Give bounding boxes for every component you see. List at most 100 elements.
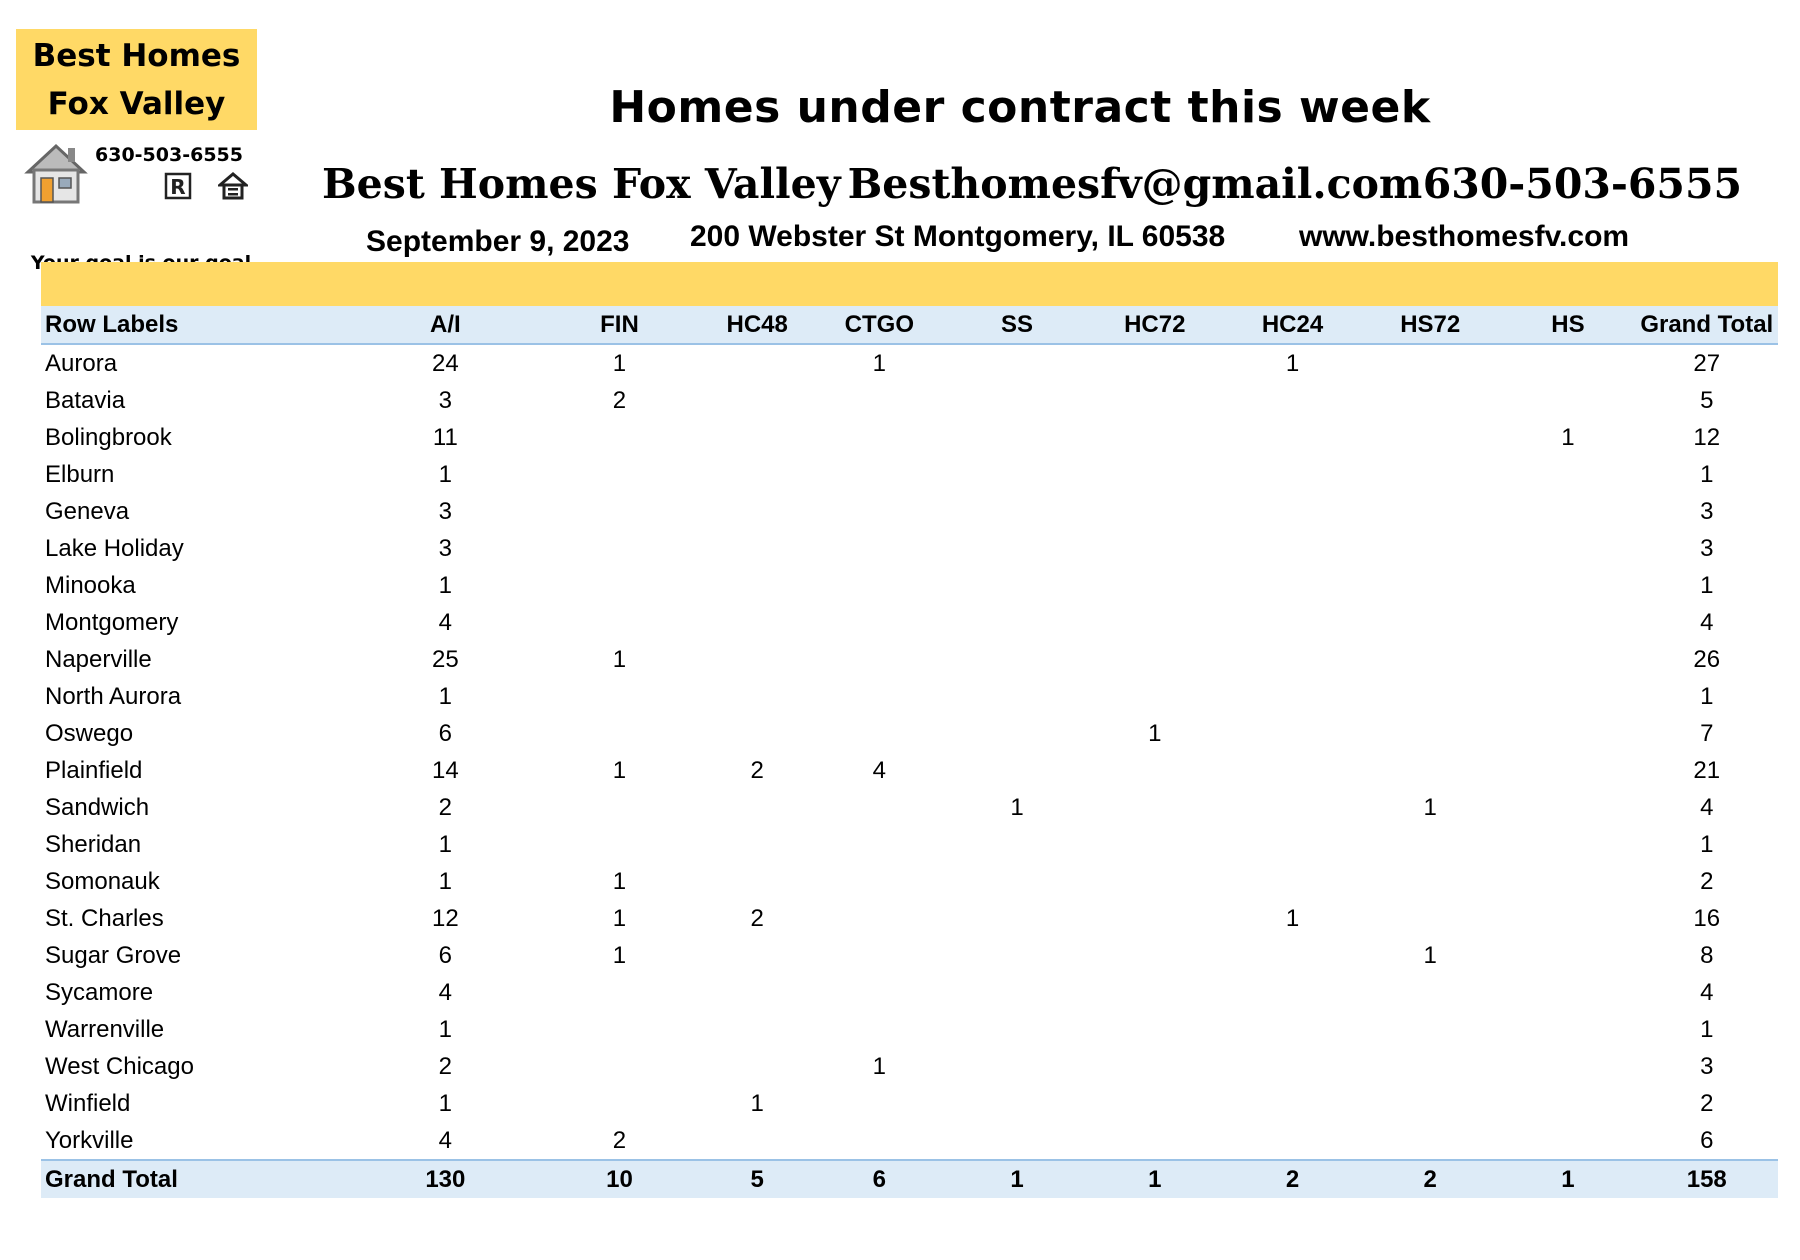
value-cell xyxy=(949,604,1084,641)
value-cell: 3 xyxy=(1700,1052,1714,1080)
table-row: Winfield 1 1 2 xyxy=(41,1085,1778,1122)
value-cell xyxy=(949,382,1084,419)
value-cell: 14 xyxy=(432,756,459,784)
column-header: HS xyxy=(1500,306,1636,345)
value-cell: 11 xyxy=(432,423,458,451)
value-cell xyxy=(1085,344,1225,382)
value-cell: 1 xyxy=(872,349,886,377)
total-cell: 2 xyxy=(1360,1159,1501,1198)
column-header: HC24 xyxy=(1224,306,1361,345)
value-cell xyxy=(1360,530,1500,567)
value-cell xyxy=(809,678,949,715)
value-cell: 1 xyxy=(438,867,453,895)
column-header: Row Labels xyxy=(41,306,357,345)
value-cell xyxy=(1225,1048,1360,1085)
table-row: Lake Holiday 3 3 xyxy=(41,530,1778,567)
value-cell xyxy=(809,826,949,863)
value-cell: 27 xyxy=(1693,349,1721,377)
value-cell xyxy=(1360,863,1500,900)
value-cell: 1 xyxy=(612,756,627,784)
value-cell xyxy=(705,604,809,641)
value-cell xyxy=(1360,715,1500,752)
value-cell xyxy=(949,344,1084,382)
row-label-cell: Geneva xyxy=(45,497,130,525)
value-cell xyxy=(809,456,949,493)
value-cell: 2 xyxy=(438,793,453,821)
value-cell xyxy=(1085,493,1225,530)
value-cell xyxy=(1225,1085,1360,1122)
value-cell xyxy=(705,1011,809,1048)
value-cell xyxy=(705,1122,809,1160)
value-cell: 7 xyxy=(1700,719,1714,747)
value-cell: 1 xyxy=(438,830,453,858)
value-cell: 1 xyxy=(1700,571,1714,599)
office-address: 200 Webster St Montgomery, IL 60538 xyxy=(690,220,1226,253)
value-cell xyxy=(949,752,1084,789)
value-cell xyxy=(1085,752,1225,789)
value-cell: 1 xyxy=(612,645,627,673)
value-cell xyxy=(1500,752,1635,789)
value-cell xyxy=(1085,826,1225,863)
value-cell xyxy=(534,678,706,715)
value-cell xyxy=(1500,863,1635,900)
value-cell xyxy=(1360,1122,1500,1160)
value-cell: 1 xyxy=(438,682,453,710)
company-name: Best Homes Fox Valley xyxy=(322,160,841,208)
value-cell: 4 xyxy=(1700,793,1714,821)
value-cell xyxy=(534,456,706,493)
value-cell xyxy=(705,567,809,604)
value-cell xyxy=(705,826,809,863)
row-label-cell: Sycamore xyxy=(45,978,154,1006)
logo-badge: Best Homes Fox Valley xyxy=(16,29,257,130)
house-icon xyxy=(24,143,88,204)
website-link[interactable]: www.besthomesfv.com xyxy=(1299,220,1630,253)
value-cell xyxy=(809,493,949,530)
value-cell: 6 xyxy=(438,941,453,969)
value-cell: 1 xyxy=(1423,793,1437,821)
row-label-cell: Minooka xyxy=(45,571,136,599)
value-cell xyxy=(1360,1011,1500,1048)
table-row: Sandwich 2 1 1 4 xyxy=(41,789,1778,826)
grand-total-row: Grand Total 130 10 5 6 1 1 2 2 1 158 xyxy=(41,1159,1778,1198)
table-row: Naperville 25 1 26 xyxy=(41,641,1778,678)
value-cell xyxy=(1500,900,1635,937)
value-cell xyxy=(949,567,1084,604)
value-cell xyxy=(1225,641,1360,678)
value-cell: 3 xyxy=(438,386,453,414)
value-cell: 1 xyxy=(612,941,627,969)
value-cell xyxy=(1225,715,1360,752)
row-label-cell: Naperville xyxy=(45,645,152,673)
value-cell: 4 xyxy=(1700,608,1714,636)
pivot-table: Row Labels A/I FIN HC48 CTGO SS HC72 HC2… xyxy=(41,306,1778,1198)
value-cell xyxy=(809,382,949,419)
value-cell: 2 xyxy=(438,1052,453,1080)
value-cell xyxy=(705,715,809,752)
value-cell xyxy=(1360,752,1500,789)
value-cell: 1 xyxy=(1700,830,1714,858)
value-cell: 6 xyxy=(438,719,453,747)
total-cell: 6 xyxy=(809,1159,950,1198)
value-cell xyxy=(1500,1122,1635,1160)
value-cell xyxy=(1500,456,1635,493)
table-row: Sheridan 1 1 xyxy=(41,826,1778,863)
value-cell xyxy=(1085,1085,1225,1122)
value-cell: 1 xyxy=(612,904,627,932)
value-cell: 1 xyxy=(1700,1015,1714,1043)
value-cell xyxy=(534,567,706,604)
table-row: Sycamore 4 4 xyxy=(41,974,1778,1011)
value-cell xyxy=(949,900,1084,937)
value-cell xyxy=(1360,382,1500,419)
column-header: A/I xyxy=(357,306,534,345)
total-cell: 2 xyxy=(1224,1159,1361,1198)
value-cell xyxy=(1360,1048,1500,1085)
row-label-cell: Lake Holiday xyxy=(45,534,184,562)
value-cell: 1 xyxy=(1700,460,1714,488)
value-cell: 1 xyxy=(1700,682,1714,710)
row-label-cell: Elburn xyxy=(45,460,115,488)
value-cell xyxy=(809,1085,949,1122)
value-cell xyxy=(809,900,949,937)
value-cell: 2 xyxy=(750,904,764,932)
value-cell: 1 xyxy=(1285,904,1300,932)
value-cell xyxy=(1085,863,1225,900)
table-row: Batavia 3 2 5 xyxy=(41,382,1778,419)
